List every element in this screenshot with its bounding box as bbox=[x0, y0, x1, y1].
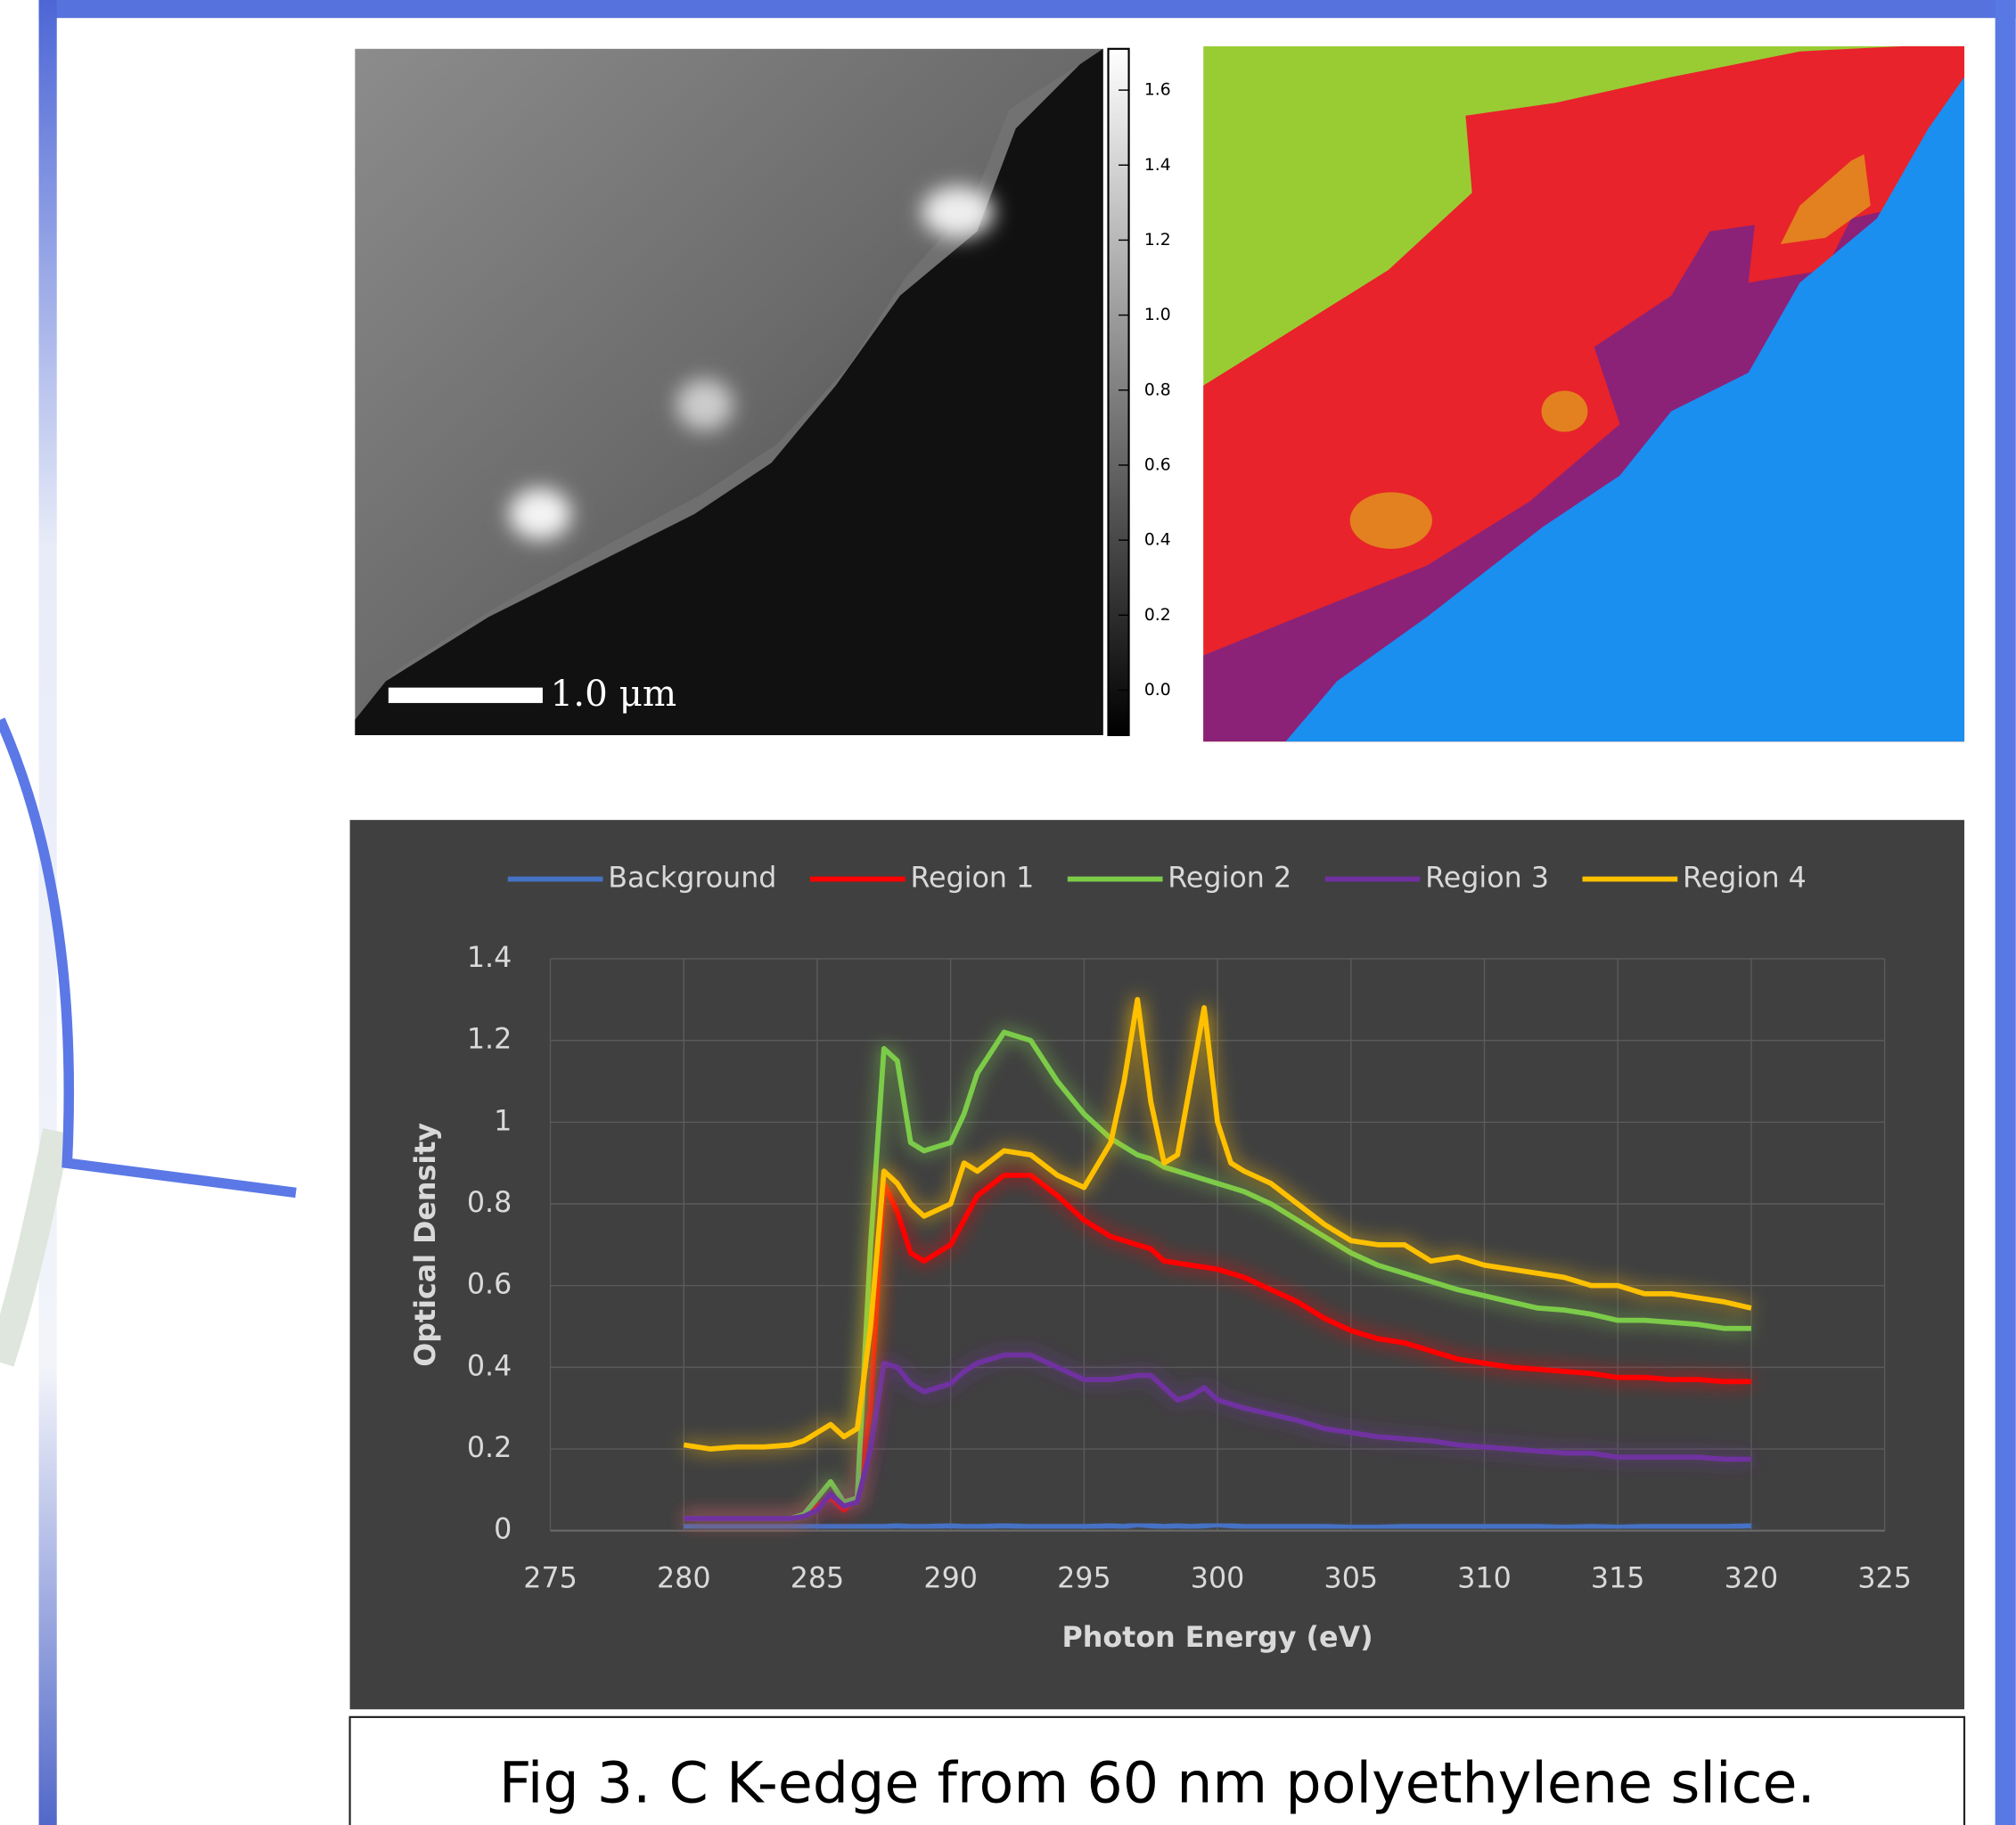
figure-page: 1.0 μm 1.6 1.4 1.2 1.0 0.8 0.6 0.4 0.2 0.0 0 0.2 0… bbox=[0, 0, 2016, 1825]
y-tick-label: 1.4 bbox=[467, 942, 512, 974]
colorbar-tick-label: 1.0 bbox=[1144, 306, 1171, 324]
y-tick-label: 0.4 bbox=[467, 1350, 512, 1382]
colorbar-tick-label: 0.2 bbox=[1144, 606, 1171, 625]
colorbar-tick-label: 0.0 bbox=[1144, 681, 1171, 700]
y-tick-label: 1.2 bbox=[467, 1024, 512, 1056]
caption-box: Fig 3. C K-edge from 60 nm polyethylene … bbox=[350, 1717, 1964, 1825]
x-axis-title: Photon Energy (eV) bbox=[1062, 1622, 1373, 1654]
colorbar-tick-label: 0.8 bbox=[1144, 381, 1171, 399]
colorbar-tick-label: 1.6 bbox=[1144, 81, 1171, 100]
y-tick-label: 0.2 bbox=[467, 1432, 512, 1464]
y-axis-title: Optical Density bbox=[410, 1123, 442, 1367]
x-tick-label: 300 bbox=[1191, 1563, 1245, 1595]
x-tick-label: 325 bbox=[1857, 1563, 1912, 1595]
grayscale-image: 1.0 μm bbox=[355, 49, 1102, 735]
x-tick-label: 315 bbox=[1591, 1563, 1645, 1595]
x-tick-label: 275 bbox=[523, 1563, 578, 1595]
y-tick-label: 1 bbox=[494, 1105, 512, 1137]
x-tick-label: 290 bbox=[923, 1563, 978, 1595]
y-tick-label: 0.6 bbox=[467, 1269, 512, 1301]
x-tick-label: 305 bbox=[1324, 1563, 1379, 1595]
y-tick-label: 0.8 bbox=[467, 1187, 512, 1219]
legend-label: Background bbox=[608, 863, 776, 895]
data-line bbox=[684, 1525, 1751, 1527]
x-tick-label: 285 bbox=[791, 1563, 845, 1595]
segmented-map bbox=[1203, 46, 1964, 741]
caption: Fig 3. C K-edge from 60 nm polyethylene … bbox=[499, 1749, 1815, 1815]
x-tick-label: 280 bbox=[657, 1563, 711, 1595]
scale-bar-label: 1.0 μm bbox=[551, 673, 677, 715]
chart-panel bbox=[350, 820, 1964, 1709]
x-tick-label: 295 bbox=[1057, 1563, 1111, 1595]
colorbar-tick-label: 1.4 bbox=[1144, 156, 1171, 175]
legend-label: Region 1 bbox=[910, 863, 1034, 895]
colorbar-tick-label: 0.6 bbox=[1144, 455, 1171, 474]
x-tick-label: 310 bbox=[1457, 1563, 1512, 1595]
colorbar-tick-label: 1.2 bbox=[1144, 231, 1171, 250]
legend-label: Region 4 bbox=[1683, 863, 1807, 895]
legend-label: Region 2 bbox=[1168, 863, 1291, 895]
colorbar-tick-label: 0.4 bbox=[1144, 531, 1171, 550]
x-tick-label: 320 bbox=[1725, 1563, 1779, 1595]
legend-label: Region 3 bbox=[1425, 863, 1549, 895]
y-tick-label: 0 bbox=[494, 1514, 512, 1546]
